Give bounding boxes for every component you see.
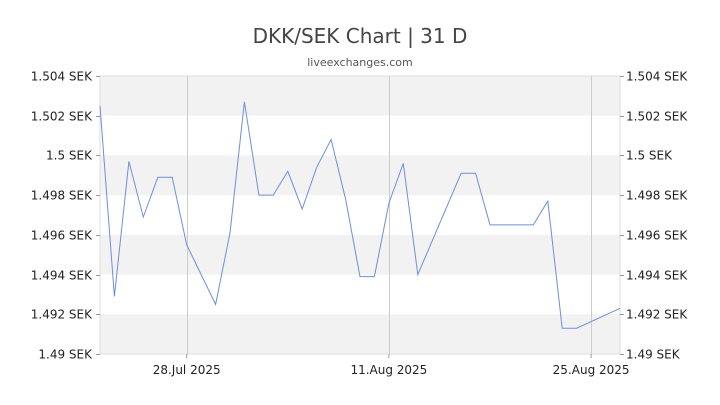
y-tick-label-right: 1.504 SEK bbox=[626, 70, 688, 84]
grid-band bbox=[100, 234, 620, 275]
x-tick-label: 28.Jul 2025 bbox=[153, 363, 221, 377]
chart-subtitle: liveexchanges.com bbox=[307, 56, 413, 69]
y-tick-label-left: 1.49 SEK bbox=[38, 348, 93, 362]
grid-band bbox=[100, 155, 620, 196]
y-tick-label-right: 1.49 SEK bbox=[626, 348, 681, 362]
y-tick-label-left: 1.504 SEK bbox=[31, 70, 93, 84]
y-tick-label-right: 1.5 SEK bbox=[626, 149, 673, 163]
chart-title: DKK/SEK Chart | 31 D bbox=[252, 24, 468, 48]
y-tick-label-left: 1.496 SEK bbox=[31, 229, 93, 243]
y-tick-label-left: 1.494 SEK bbox=[31, 269, 93, 283]
y-tick-label-right: 1.496 SEK bbox=[626, 229, 688, 243]
y-tick-label-left: 1.502 SEK bbox=[31, 110, 93, 124]
x-tick-label: 25.Aug 2025 bbox=[553, 363, 630, 377]
y-tick-label-right: 1.494 SEK bbox=[626, 269, 688, 283]
grid-band bbox=[100, 314, 620, 354]
y-tick-label-left: 1.492 SEK bbox=[31, 308, 93, 322]
y-tick-label-right: 1.502 SEK bbox=[626, 110, 688, 124]
x-tick-label: 11.Aug 2025 bbox=[350, 363, 427, 377]
y-tick-label-right: 1.492 SEK bbox=[626, 308, 688, 322]
y-tick-label-left: 1.498 SEK bbox=[31, 189, 93, 203]
grid-band bbox=[100, 76, 620, 116]
plot-frame bbox=[99, 75, 621, 355]
y-tick-label-right: 1.498 SEK bbox=[626, 189, 688, 203]
y-tick-label-left: 1.5 SEK bbox=[46, 149, 93, 163]
series-line bbox=[99, 101, 621, 329]
